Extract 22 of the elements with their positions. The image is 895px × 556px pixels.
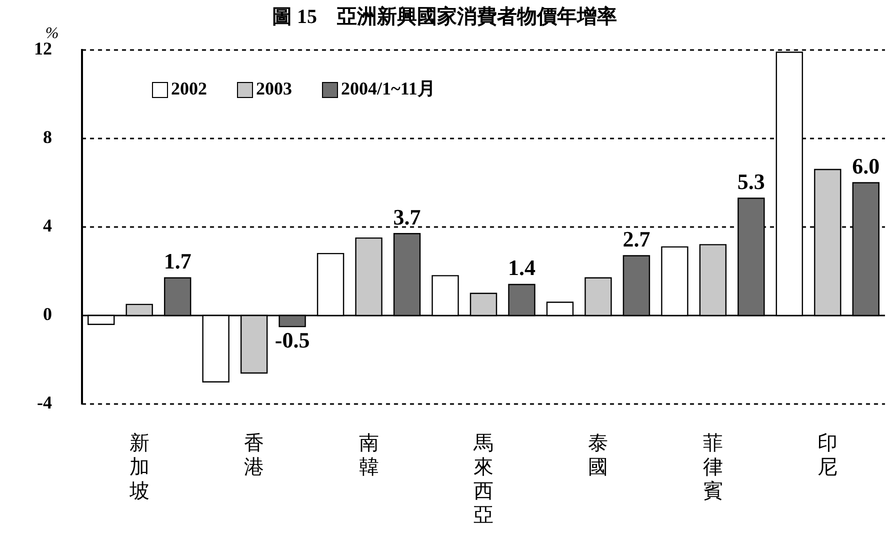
legend-label: 2002 [171, 78, 207, 99]
y-tick-label: 0 [43, 304, 52, 324]
x-tick-label: 新加坡 [128, 432, 150, 502]
chart-title: 圖 15 亞洲新興國家消費者物價年增率 [272, 5, 617, 28]
x-tick-label: 菲律賓 [702, 432, 723, 502]
x-tick-label: 泰國 [588, 432, 608, 478]
y-tick-label: 4 [43, 216, 52, 236]
y-tick-label: 8 [43, 127, 52, 148]
data-label: 6.0 [852, 153, 880, 178]
data-label: 1.7 [164, 248, 192, 274]
legend-label: 2003 [256, 78, 292, 99]
data-label: -0.5 [274, 327, 310, 352]
x-tick-label: 南韓 [358, 432, 379, 478]
legend-label: 2004/1~11月 [341, 78, 436, 99]
data-label: 1.4 [508, 255, 536, 280]
x-tick-label: 香港 [244, 432, 264, 478]
x-tick-label: 印尼 [818, 432, 838, 478]
x-tick-label: 馬來西亞 [472, 432, 494, 526]
data-label: 2.7 [622, 226, 650, 252]
data-label: 5.3 [737, 168, 765, 194]
y-tick-label: -4 [37, 392, 52, 413]
data-label: 3.7 [393, 204, 421, 230]
